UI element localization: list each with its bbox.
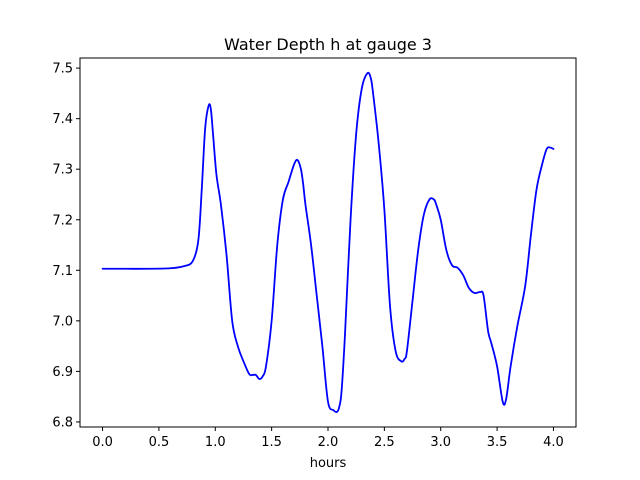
y-tick-label: 7.2 [52,213,73,228]
plot-frame [79,57,577,428]
y-tick-label: 7.4 [52,112,73,127]
y-tick-label: 6.9 [52,365,73,380]
x-tick-label: 1.0 [205,435,226,450]
series-line-0 [101,71,555,413]
y-tick-label: 7.5 [52,62,73,77]
y-tick-label: 7.3 [52,163,73,178]
x-tick-label: 0.5 [149,435,170,450]
x-tick-label: 4.0 [543,435,564,450]
chart-title: Water Depth h at gauge 3 [224,35,432,54]
x-tick-label: 2.5 [374,435,395,450]
y-tick-label: 6.8 [52,415,73,430]
x-tick-label: 3.5 [487,435,508,450]
y-axis-ticks: 6.8 6.9 7.0 7.1 7.2 7.3 7.4 7.5 [52,62,80,430]
y-tick-label: 7.1 [52,264,73,279]
x-tick-label: 0.0 [92,435,113,450]
x-axis-label: hours [310,456,347,471]
y-tick-label: 7.0 [52,314,73,329]
x-tick-label: 1.5 [261,435,282,450]
x-axis-ticks: 0.0 0.5 1.0 1.5 2.0 2.5 3.0 3.5 4.0 [92,427,564,450]
x-tick-label: 3.0 [430,435,451,450]
x-tick-label: 2.0 [318,435,339,450]
plot-area [101,71,555,413]
